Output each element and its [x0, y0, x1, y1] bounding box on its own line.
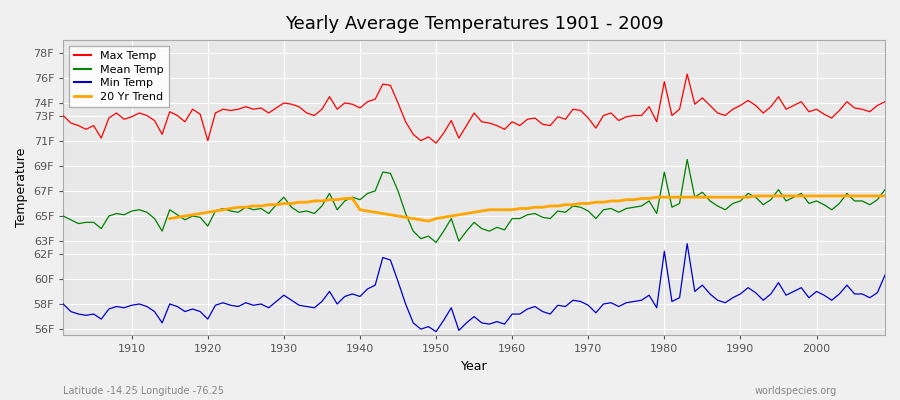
X-axis label: Year: Year	[461, 360, 488, 373]
Text: Latitude -14.25 Longitude -76.25: Latitude -14.25 Longitude -76.25	[63, 386, 224, 396]
Title: Yearly Average Temperatures 1901 - 2009: Yearly Average Temperatures 1901 - 2009	[284, 15, 663, 33]
Legend: Max Temp, Mean Temp, Min Temp, 20 Yr Trend: Max Temp, Mean Temp, Min Temp, 20 Yr Tre…	[68, 46, 169, 107]
Y-axis label: Temperature: Temperature	[15, 148, 28, 228]
Text: worldspecies.org: worldspecies.org	[755, 386, 837, 396]
